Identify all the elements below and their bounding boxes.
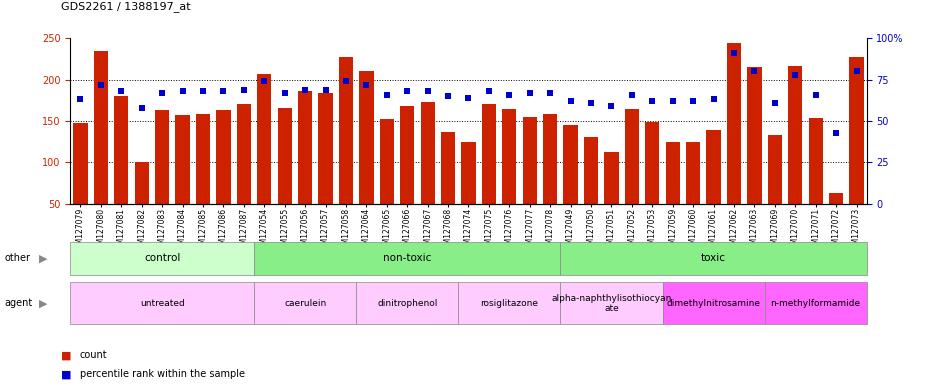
Bar <box>318 93 332 245</box>
Bar <box>441 132 455 245</box>
Bar <box>808 118 822 245</box>
Bar <box>767 135 782 245</box>
Text: n-methylformamide: n-methylformamide <box>769 299 860 308</box>
Bar <box>114 96 128 245</box>
Bar <box>216 110 230 245</box>
Bar <box>583 137 597 245</box>
Bar <box>481 104 495 245</box>
Text: dimethylnitrosamine: dimethylnitrosamine <box>665 299 760 308</box>
Bar <box>848 56 863 245</box>
Text: caerulein: caerulein <box>284 299 326 308</box>
Bar <box>522 117 536 245</box>
Bar <box>73 122 88 245</box>
Text: agent: agent <box>5 298 33 308</box>
Bar <box>706 130 720 245</box>
Text: percentile rank within the sample: percentile rank within the sample <box>80 369 244 379</box>
Bar <box>502 109 516 245</box>
Bar <box>400 106 414 245</box>
Bar <box>645 122 659 245</box>
Bar <box>135 162 149 245</box>
Bar <box>543 114 557 245</box>
Bar <box>154 110 169 245</box>
Bar <box>624 109 638 245</box>
Bar <box>298 91 312 245</box>
Bar <box>358 71 373 245</box>
Text: control: control <box>144 253 180 263</box>
Bar <box>256 74 271 245</box>
Text: untreated: untreated <box>139 299 184 308</box>
Bar <box>665 142 680 245</box>
Text: other: other <box>5 253 31 263</box>
Text: toxic: toxic <box>700 253 725 263</box>
Text: ■: ■ <box>61 350 71 360</box>
Bar <box>339 56 353 245</box>
Text: count: count <box>80 350 107 360</box>
Text: ▶: ▶ <box>39 253 48 263</box>
Bar <box>461 142 475 245</box>
Bar <box>828 193 842 245</box>
Bar <box>563 125 578 245</box>
Bar <box>420 102 434 245</box>
Text: ▶: ▶ <box>39 298 48 308</box>
Bar <box>787 66 801 245</box>
Bar <box>379 119 393 245</box>
Bar <box>277 108 291 245</box>
Bar <box>604 152 618 245</box>
Text: non-toxic: non-toxic <box>383 253 431 263</box>
Bar <box>175 115 189 245</box>
Text: ■: ■ <box>61 369 71 379</box>
Text: rosiglitazone: rosiglitazone <box>480 299 538 308</box>
Bar <box>685 142 699 245</box>
Bar <box>94 51 108 245</box>
Bar <box>237 104 251 245</box>
Bar <box>746 67 761 245</box>
Text: alpha-naphthylisothiocyan
ate: alpha-naphthylisothiocyan ate <box>550 294 671 313</box>
Bar <box>726 43 740 245</box>
Text: GDS2261 / 1388197_at: GDS2261 / 1388197_at <box>61 1 190 12</box>
Text: dinitrophenol: dinitrophenol <box>376 299 437 308</box>
Bar <box>196 114 210 245</box>
